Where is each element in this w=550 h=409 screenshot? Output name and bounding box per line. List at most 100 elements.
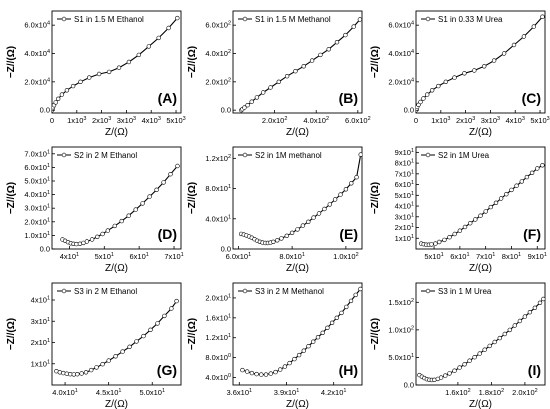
y-tick-label: 0.0 [404, 106, 414, 115]
data-point [452, 368, 457, 373]
data-point [339, 310, 344, 316]
y-tick-label: 2x101 [31, 338, 50, 347]
x-tick-label: 5.0x101 [139, 388, 165, 397]
data-point [541, 296, 545, 302]
data-point [443, 79, 448, 85]
data-point [354, 175, 359, 180]
data-point [462, 71, 467, 76]
data-point [512, 323, 517, 328]
data-point [529, 170, 535, 176]
plot-frame [51, 146, 182, 250]
data-point [127, 344, 132, 349]
data-point [344, 304, 349, 310]
chart-panel-9: 1.6x102 1.8x102 2.0x102 0.0 5.0x101 1.0x102 1.… [370, 282, 546, 409]
y-axis-label: −Z//(Ω) [6, 318, 17, 350]
y-tick-label: 2x101 [395, 223, 414, 232]
data-point [95, 234, 100, 240]
data-point [329, 320, 335, 325]
chart-panel-4: 4x101 5x101 6x101 7x101 0.0 1.0x101 2.0x101 3.0… [6, 146, 184, 274]
x-axis-label: Z/(Ω) [469, 127, 492, 138]
chart-panel-7: 4.0x101 4.5x101 5.0x101 1x101 2x101 3x101 4x10… [6, 282, 182, 409]
data-point [156, 35, 161, 41]
x-tick-label: 8.0x101 [279, 252, 305, 261]
x-axis-label: Z/(Ω) [469, 263, 492, 274]
y-tick-label: 5.0x101 [24, 177, 50, 186]
data-point [320, 330, 325, 335]
data-point [343, 187, 349, 192]
panel-label: (B) [339, 90, 358, 106]
y-tick-label: 4.0x104 [388, 49, 414, 58]
y-axis-label: −Z//(Ω) [187, 46, 198, 78]
x-tick-label: 3.6x101 [226, 388, 252, 397]
data-point [326, 47, 331, 52]
data-point [279, 236, 284, 241]
panel-label: (E) [339, 226, 358, 242]
data-point [497, 335, 502, 341]
data-point [524, 174, 530, 180]
data-point [120, 349, 125, 354]
panel-label: (F) [523, 226, 541, 242]
data-point [482, 64, 487, 69]
data-point [443, 373, 448, 378]
data-point [89, 237, 95, 242]
y-tick-label: 4.0x101 [24, 190, 50, 199]
data-point [421, 96, 426, 101]
data-point [133, 207, 138, 212]
y-axis-label: −Z//(Ω) [370, 318, 381, 350]
data-point [442, 237, 447, 243]
chart-panel-6: 5x101 6x101 7x101 8x101 9x1011x1012x1013x101… [370, 146, 547, 274]
y-tick-label: 4.0x101 [205, 214, 231, 223]
data-point [418, 99, 423, 105]
data-point [429, 242, 434, 247]
y-tick-label: 1x101 [31, 359, 50, 368]
data-point [436, 83, 441, 89]
x-tick-label: 1.8x102 [479, 388, 505, 397]
data-point [271, 239, 276, 245]
data-point [112, 223, 118, 229]
panel-label: (G) [157, 362, 177, 378]
x-tick-label: 0 [50, 116, 54, 125]
y-tick-label: 1.2x102 [205, 154, 231, 163]
data-point [59, 92, 65, 97]
data-point [502, 331, 507, 337]
data-point [64, 88, 70, 93]
data-point [259, 372, 264, 377]
data-point [162, 313, 167, 319]
data-point [311, 339, 316, 344]
data-point [437, 239, 442, 245]
y-tick-label: 2.0x104 [24, 77, 50, 86]
data-point [488, 204, 493, 210]
x-tick-label: 2.0x102 [512, 388, 538, 397]
data-point [447, 235, 452, 240]
x-axis-label: Z/(Ω) [286, 263, 309, 274]
x-tick-label: 1.0x102 [333, 252, 359, 261]
data-point [282, 364, 288, 369]
data-point [487, 343, 492, 349]
plot-frame [232, 282, 363, 386]
x-tick-label: 7x101 [476, 252, 495, 261]
y-tick-label: 1.0x101 [24, 231, 50, 240]
y-tick-label: 3.0x101 [24, 204, 50, 213]
data-point [504, 192, 509, 197]
y-tick-label: 4.0x102 [205, 49, 231, 58]
y-axis-label: −Z//(Ω) [370, 182, 381, 214]
legend-label: S3 in 2 M Methanol [255, 287, 324, 296]
y-tick-label: 0.0 [40, 245, 50, 254]
data-point [261, 90, 266, 95]
data-point [429, 88, 435, 93]
legend-marker [242, 16, 248, 22]
data-point [141, 333, 146, 339]
data-point [462, 224, 468, 230]
y-tick-label: 9x101 [395, 148, 414, 157]
y-tick-label: 3x101 [31, 317, 50, 326]
data-point [245, 369, 250, 374]
data-point [100, 362, 105, 367]
y-tick-label: 5.0x101 [388, 353, 414, 362]
x-tick-label: 5x103 [166, 116, 185, 125]
data-point [106, 69, 112, 75]
data-point [482, 347, 487, 352]
x-tick-label: 2x103 [456, 116, 475, 125]
legend-marker [425, 152, 431, 158]
y-tick-label: 2.0x102 [205, 77, 231, 86]
y-tick-label: 6.0x102 [205, 21, 231, 30]
